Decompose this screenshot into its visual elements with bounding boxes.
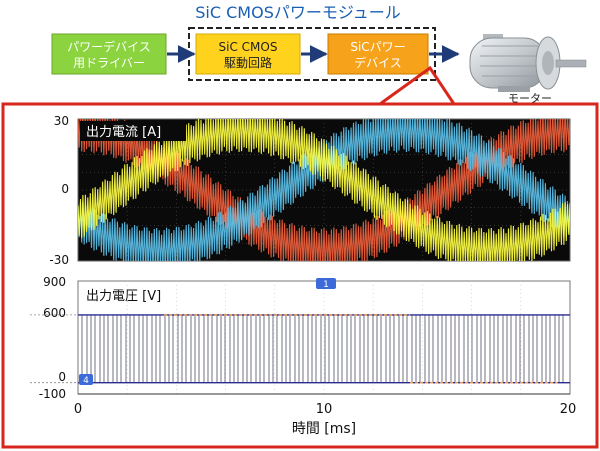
current-title: 出力電流 [A] <box>86 125 161 140</box>
sic-power-label-line2: デバイス <box>354 55 402 70</box>
module-title: SiC CMOSパワーモジュール <box>195 3 400 22</box>
driver-label-line1: パワーデバイス <box>67 39 151 54</box>
motor-icon <box>469 34 587 92</box>
sic-cmos-label-line2: 駆動回路 <box>224 55 272 70</box>
driver-label-line2: 用ドライバー <box>73 56 145 70</box>
current-title-bg <box>80 121 186 141</box>
current-ytick-top: 30 <box>54 114 69 128</box>
cursor-marker-top: 1 <box>316 278 336 290</box>
sic-cmos-block: SiC CMOS 駆動回路 <box>195 33 301 75</box>
sic-cmos-label-line1: SiC CMOS <box>219 40 278 54</box>
voltage-series <box>78 314 570 384</box>
motor-label: モーター <box>508 92 552 105</box>
voltage-ytick-neg100: -100 <box>39 387 66 401</box>
current-series-yellow <box>78 119 570 261</box>
sic-power-label-line1: SiCパワー <box>350 40 405 54</box>
current-ytick-bottom: -30 <box>49 253 69 267</box>
xtick-0: 0 <box>74 402 82 417</box>
voltage-title: 出力電圧 [V] <box>86 289 161 304</box>
current-ytick-mid: 0 <box>61 182 69 196</box>
cursor-marker-left-label: 4 <box>83 376 89 386</box>
voltage-ytick-0: 0 <box>58 370 66 384</box>
cursor-marker-left: 4 <box>79 374 93 386</box>
cursor-marker-top-label: 1 <box>323 280 329 290</box>
waveform-frame <box>1 102 599 449</box>
voltage-pwm-pulses <box>81 314 564 383</box>
xtick-10: 10 <box>316 402 333 417</box>
xtick-20: 20 <box>560 402 577 417</box>
time-axis-label: 時間 [ms] <box>292 421 356 437</box>
voltage-ytick-900: 900 <box>43 275 66 289</box>
callout-pointer <box>379 65 456 106</box>
current-series <box>78 119 570 261</box>
voltage-ytick-600: 600 <box>43 306 66 320</box>
driver-block: パワーデバイス 用ドライバー <box>51 33 167 75</box>
sic-power-block: SiCパワー デバイス <box>327 33 429 75</box>
